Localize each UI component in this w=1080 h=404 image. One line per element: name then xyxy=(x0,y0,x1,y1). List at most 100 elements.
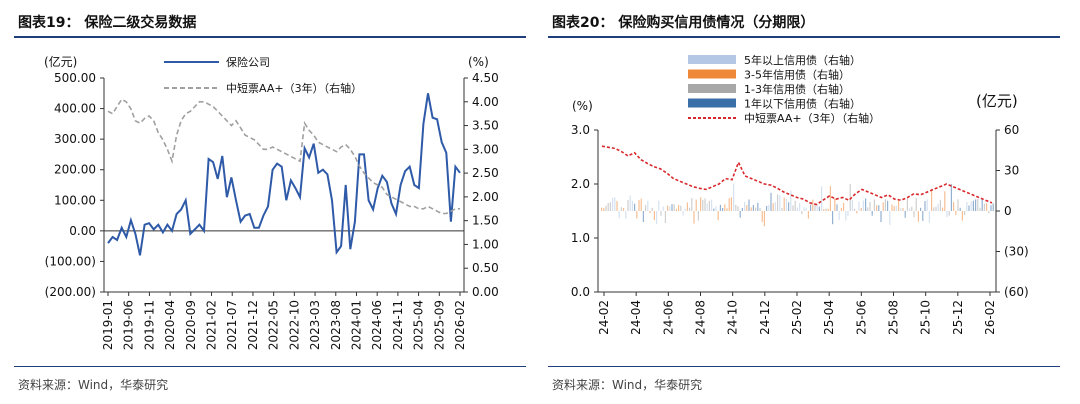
legend-swatch xyxy=(688,55,736,64)
bar-mark xyxy=(638,200,640,211)
legend-label: 中短票AA+（3年）（右轴） xyxy=(744,111,880,125)
bar-mark xyxy=(805,207,807,211)
legend-swatch xyxy=(688,98,736,108)
footer-divider xyxy=(14,366,526,367)
bar-mark xyxy=(605,205,607,211)
bar-mark xyxy=(968,205,970,211)
x-tick-label: 25-04 xyxy=(822,300,836,335)
x-tick-label: 25-08 xyxy=(887,300,901,335)
bar-mark xyxy=(640,198,642,211)
bar-mark xyxy=(810,204,812,211)
bar-mark xyxy=(871,211,873,216)
bar-mark xyxy=(739,211,741,218)
x-tick-label: 24-08 xyxy=(694,300,708,335)
bar-mark xyxy=(653,211,655,220)
x-tick-label: 2024-06 xyxy=(370,300,384,350)
bar-mark xyxy=(977,198,979,211)
left-tick-label: 2.0 xyxy=(571,177,590,191)
bar-mark xyxy=(746,205,748,211)
bar-mark xyxy=(799,203,801,211)
bar-mark xyxy=(911,206,913,211)
bar-mark xyxy=(761,211,763,222)
bar-mark xyxy=(922,211,924,221)
bar-mark xyxy=(869,202,871,211)
bar-mark xyxy=(966,202,968,211)
bar-mark xyxy=(794,200,796,211)
bar-mark xyxy=(845,211,847,221)
bar-mark xyxy=(823,209,825,211)
right-tick-label: (60) xyxy=(1004,285,1029,299)
bar-mark xyxy=(783,197,785,211)
bar-mark xyxy=(840,207,842,211)
bar-mark xyxy=(928,211,930,223)
bar-mark xyxy=(836,204,838,211)
bar-mark xyxy=(614,197,616,211)
x-tick-label: 2021-12 xyxy=(246,300,260,350)
bar-mark xyxy=(715,206,717,211)
x-tick-label: 2019-06 xyxy=(122,300,136,350)
bar-mark xyxy=(935,206,937,211)
x-tick-label: 2023-03 xyxy=(308,300,322,350)
x-tick-label: 2020-09 xyxy=(184,300,198,350)
right-tick-label: 0.50 xyxy=(472,261,499,275)
right-tick-label: 3.50 xyxy=(472,119,499,133)
left-tick-label: (200.00) xyxy=(45,285,96,299)
bar-mark xyxy=(926,199,928,211)
bar-mark xyxy=(834,198,836,211)
bar-mark xyxy=(612,197,614,211)
bar-mark xyxy=(915,198,917,211)
bar-mark xyxy=(790,190,792,211)
bar-mark xyxy=(803,207,805,211)
bar-mark xyxy=(671,204,673,211)
bar-mark xyxy=(920,207,922,211)
bar-mark xyxy=(931,188,933,211)
bar-mark xyxy=(900,207,902,211)
left-tick-label: 0.00 xyxy=(69,224,96,238)
legend-label: 5年以上信用债（右轴） xyxy=(744,53,861,67)
bar-mark xyxy=(953,202,955,211)
bar-mark xyxy=(695,199,697,211)
source-note: 资料来源：Wind，华泰研究 xyxy=(552,378,703,392)
bar-mark xyxy=(686,202,688,211)
bar-mark xyxy=(796,207,798,211)
bar-mark xyxy=(843,202,845,211)
bar-mark xyxy=(682,211,684,216)
bar-mark xyxy=(838,211,840,220)
x-tick-label: 2021-07 xyxy=(225,300,239,350)
x-tick-label: 24-04 xyxy=(629,300,643,335)
bar-mark xyxy=(730,197,732,211)
right-tick-label: 3.00 xyxy=(472,142,499,156)
left-tick-label: 400.00 xyxy=(54,102,96,116)
right-tick-label: 0 xyxy=(1004,204,1012,218)
legend-label: 1-3年信用债（右轴） xyxy=(744,82,850,96)
x-tick-label: 2023-08 xyxy=(329,300,343,350)
bar-mark xyxy=(693,211,695,224)
bar-mark xyxy=(684,208,686,211)
bar-mark xyxy=(631,200,633,211)
bar-mark xyxy=(708,200,710,211)
bar-mark xyxy=(878,205,880,211)
bar-mark xyxy=(876,205,878,211)
bar-mark xyxy=(623,208,625,211)
right-tick-label: 1.50 xyxy=(472,214,499,228)
bar-mark xyxy=(972,200,974,211)
bar-mark xyxy=(891,204,893,211)
bar-mark xyxy=(722,208,724,211)
right-tick-label: 30 xyxy=(1004,164,1019,178)
bar-mark xyxy=(983,203,985,211)
bar-mark xyxy=(713,208,715,211)
bar-mark xyxy=(689,207,691,211)
bar-mark xyxy=(939,199,941,211)
legend-label: 保险公司 xyxy=(226,55,270,69)
bar-mark xyxy=(812,199,814,211)
bar-mark xyxy=(609,202,611,211)
x-tick-label: 2021-02 xyxy=(205,300,219,350)
bar-mark xyxy=(647,200,649,211)
bar-mark xyxy=(733,183,735,211)
bar-mark xyxy=(660,211,662,216)
bar-mark xyxy=(832,211,834,225)
bar-mark xyxy=(724,204,726,211)
bar-mark xyxy=(981,199,983,211)
bar-mark xyxy=(607,203,609,211)
right-tick-label: 4.50 xyxy=(472,71,499,85)
